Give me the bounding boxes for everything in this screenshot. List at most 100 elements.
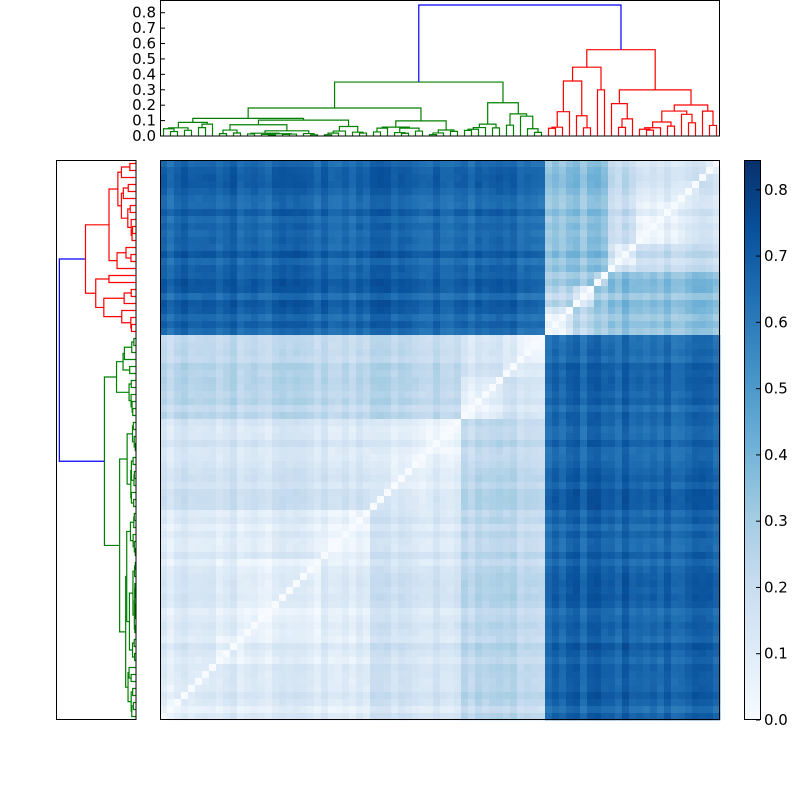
heatmap-cell (230, 510, 238, 518)
heatmap-cell (349, 328, 357, 336)
heatmap-cell (650, 426, 658, 434)
heatmap-cell (440, 286, 448, 294)
heatmap-cell (664, 349, 672, 357)
heatmap-cell (384, 587, 392, 595)
heatmap-cell (377, 272, 385, 280)
heatmap-cell (629, 286, 637, 294)
heatmap-cell (286, 377, 294, 385)
heatmap-cell (601, 426, 609, 434)
heatmap-cell (447, 433, 455, 441)
heatmap-cell (251, 454, 259, 462)
heatmap-cell (433, 244, 441, 252)
heatmap-cell (272, 461, 280, 469)
heatmap-cell (328, 237, 336, 245)
heatmap-cell (615, 160, 623, 168)
heatmap-cell (258, 300, 266, 308)
heatmap-cell (195, 195, 203, 203)
heatmap-cell (685, 552, 693, 560)
heatmap-cell (335, 594, 343, 602)
heatmap-cell (265, 195, 273, 203)
heatmap-cell (363, 167, 371, 175)
heatmap-cell (223, 510, 231, 518)
heatmap-cell (713, 230, 721, 238)
heatmap-cell (244, 552, 252, 560)
heatmap-cell (335, 587, 343, 595)
heatmap-cell (671, 237, 679, 245)
heatmap-cell (356, 426, 364, 434)
heatmap-cell (573, 307, 581, 315)
heatmap-cell (342, 230, 350, 238)
heatmap-cell (209, 307, 217, 315)
heatmap-cell (601, 468, 609, 476)
heatmap-cell (356, 412, 364, 420)
heatmap-cell (160, 328, 168, 336)
heatmap-cell (363, 356, 371, 364)
heatmap-cell (650, 174, 658, 182)
heatmap-cell (426, 482, 434, 490)
heatmap-cell (244, 258, 252, 266)
heatmap-cell (482, 447, 490, 455)
heatmap-cell (300, 314, 308, 322)
heatmap-cell (419, 363, 427, 371)
heatmap-cell (377, 552, 385, 560)
heatmap-cell (531, 405, 539, 413)
heatmap-cell (335, 370, 343, 378)
heatmap-cell (251, 293, 259, 301)
heatmap-cell (636, 181, 644, 189)
heatmap-cell (307, 230, 315, 238)
heatmap-cell (461, 510, 469, 518)
heatmap-cell (503, 265, 511, 273)
heatmap-cell (167, 405, 175, 413)
heatmap-cell (615, 482, 623, 490)
heatmap-cell (503, 398, 511, 406)
heatmap-cell (433, 321, 441, 329)
heatmap-cell (223, 503, 231, 511)
heatmap-cell (706, 272, 714, 280)
heatmap-cell (314, 195, 322, 203)
heatmap-cell (230, 167, 238, 175)
heatmap-cell (629, 447, 637, 455)
heatmap-cell (279, 181, 287, 189)
heatmap-cell (643, 181, 651, 189)
heatmap-cell (629, 496, 637, 504)
heatmap-cell (629, 559, 637, 567)
heatmap-cell (342, 447, 350, 455)
heatmap-cell (251, 594, 259, 602)
heatmap-cell (160, 160, 168, 168)
heatmap-cell (370, 363, 378, 371)
heatmap-cell (398, 496, 406, 504)
heatmap-cell (384, 454, 392, 462)
heatmap-cell (412, 230, 420, 238)
heatmap-cell (258, 468, 266, 476)
heatmap-cell (629, 209, 637, 217)
heatmap-cell (321, 489, 329, 497)
heatmap-cell (405, 419, 413, 427)
heatmap-cell (412, 461, 420, 469)
heatmap-cell (321, 531, 329, 539)
heatmap-cell (482, 167, 490, 175)
heatmap-cell (167, 258, 175, 266)
heatmap-cell (524, 503, 532, 511)
heatmap-cell (678, 377, 686, 385)
heatmap-cell (468, 398, 476, 406)
heatmap-cell (188, 538, 196, 546)
heatmap-cell (223, 209, 231, 217)
heatmap-cell (398, 272, 406, 280)
heatmap-cell (216, 181, 224, 189)
heatmap-cell (188, 405, 196, 413)
heatmap-cell (433, 545, 441, 553)
heatmap-cell (706, 510, 714, 518)
heatmap-cell (601, 545, 609, 553)
heatmap-cell (643, 447, 651, 455)
heatmap-cell (454, 447, 462, 455)
heatmap-cell (188, 475, 196, 483)
heatmap-cell (510, 356, 518, 364)
heatmap-cell (601, 503, 609, 511)
heatmap-cell (685, 244, 693, 252)
heatmap-cell (426, 258, 434, 266)
heatmap-cell (713, 573, 721, 581)
heatmap-cell (426, 160, 434, 168)
heatmap-cell (195, 363, 203, 371)
heatmap-cell (300, 370, 308, 378)
heatmap-cell (454, 510, 462, 518)
